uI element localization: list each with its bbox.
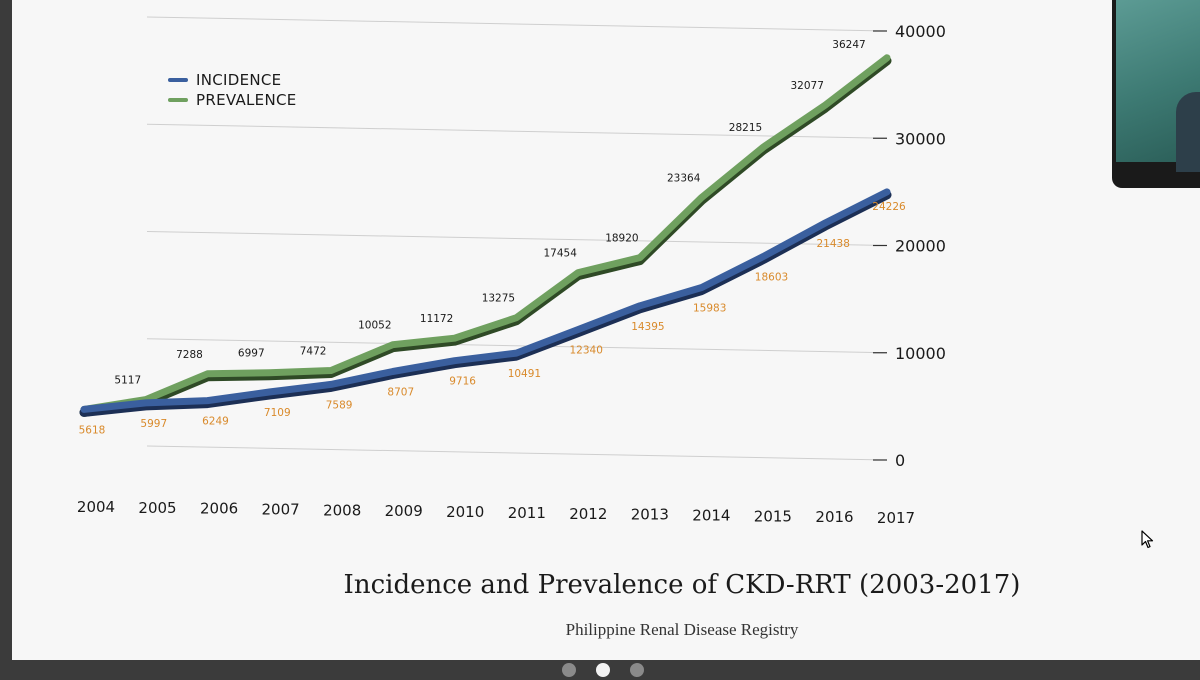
x-tick-label-2012: 2012 xyxy=(569,505,607,523)
data-label-incidence-2016: 21438 xyxy=(816,238,849,250)
data-label-prevalence-2011: 13275 xyxy=(482,293,515,305)
legend: INCIDENCE PREVALENCE xyxy=(168,70,297,110)
x-tick-label-2015: 2015 xyxy=(754,507,792,525)
y-tick-label-10000: 10000 xyxy=(895,344,946,363)
x-tick-label-2011: 2011 xyxy=(508,504,546,522)
grid-lines xyxy=(146,16,888,461)
chart-subtitle-text: Philippine Renal Disease Registry xyxy=(565,620,799,639)
legend-swatch-prevalence xyxy=(168,98,188,102)
chart: 0 10000 20000 30000 40000 5618 5997 6249 7109 75… xyxy=(77,16,946,527)
data-label-incidence-2011: 10491 xyxy=(508,368,541,380)
chart-title-text: Incidence and Prevalence of CKD-RRT (200… xyxy=(343,570,1021,600)
chart-title: Incidence and Prevalence of CKD-RRT (200… xyxy=(12,570,1200,600)
series-line-prevalence xyxy=(80,54,891,413)
data-label-prevalence-2007: 6997 xyxy=(238,348,265,360)
y-tick-label-0: 0 xyxy=(895,451,905,470)
slide-pagination xyxy=(562,663,644,677)
gridline-40000 xyxy=(146,16,888,32)
data-label-incidence-2015: 18603 xyxy=(755,271,788,283)
legend-item-incidence: INCIDENCE xyxy=(168,70,297,90)
gridline-0 xyxy=(146,445,888,461)
y-axis: 0 10000 20000 30000 40000 xyxy=(895,22,946,470)
slide-dot-3[interactable] xyxy=(630,663,644,677)
data-label-incidence-2004: 5618 xyxy=(79,424,106,436)
series-line-incidence xyxy=(80,188,891,413)
data-label-prevalence-2016: 32077 xyxy=(790,80,823,92)
x-tick-label-2010: 2010 xyxy=(446,503,484,521)
gridline-30000 xyxy=(146,123,888,139)
gridline-10000 xyxy=(146,338,888,354)
slide-dot-1[interactable] xyxy=(562,663,576,677)
x-axis: 2004 2005 2006 2007 2008 2009 2010 2011 2012 2013… xyxy=(77,498,915,527)
data-label-prevalence-2006: 7288 xyxy=(176,349,203,361)
x-tick-label-2008: 2008 xyxy=(323,501,361,519)
gridline-20000 xyxy=(146,231,888,246)
data-label-incidence-2009: 8707 xyxy=(387,387,414,399)
data-label-incidence-2006: 6249 xyxy=(202,416,229,428)
x-tick-label-2004: 2004 xyxy=(77,498,115,516)
x-tick-label-2007: 2007 xyxy=(262,501,300,519)
data-label-prevalence-2008: 7472 xyxy=(300,346,327,358)
chart-subtitle: Philippine Renal Disease Registry xyxy=(12,620,1200,640)
data-label-incidence-2010: 9716 xyxy=(449,376,476,388)
x-tick-label-2013: 2013 xyxy=(631,506,669,524)
legend-label-incidence: INCIDENCE xyxy=(196,71,282,89)
presentation-slide: 0 10000 20000 30000 40000 5618 5997 6249 7109 75… xyxy=(12,0,1200,660)
data-label-prevalence-2005: 5117 xyxy=(114,375,141,387)
data-label-prevalence-2015: 28215 xyxy=(729,122,762,134)
legend-swatch-incidence xyxy=(168,78,188,82)
data-label-prevalence-2012: 17454 xyxy=(543,248,577,260)
participant-silhouette xyxy=(1176,92,1200,172)
data-label-prevalence-2017: 36247 xyxy=(832,39,865,51)
data-label-prevalence-2014: 23364 xyxy=(667,172,701,184)
y-tick-label-20000: 20000 xyxy=(895,237,946,256)
data-label-incidence-2008: 7589 xyxy=(326,399,353,411)
x-tick-label-2006: 2006 xyxy=(200,500,238,518)
data-label-prevalence-2010: 11172 xyxy=(420,313,453,325)
participant-video-tile[interactable] xyxy=(1112,0,1200,188)
y-tick-label-30000: 30000 xyxy=(895,129,946,148)
data-labels: 5618 5997 6249 7109 7589 8707 9716 10491 12340 14… xyxy=(79,39,906,437)
x-tick-label-2009: 2009 xyxy=(385,502,423,520)
series-lines xyxy=(79,54,892,417)
x-tick-label-2005: 2005 xyxy=(138,499,176,517)
data-label-prevalence-2009: 10052 xyxy=(358,320,391,332)
legend-item-prevalence: PREVALENCE xyxy=(168,90,297,110)
slide-dot-2[interactable] xyxy=(596,663,610,677)
x-tick-label-2014: 2014 xyxy=(692,507,730,525)
x-tick-label-2016: 2016 xyxy=(815,508,853,526)
data-label-incidence-2007: 7109 xyxy=(264,407,291,419)
participant-video xyxy=(1116,0,1200,172)
data-label-incidence-2012: 12340 xyxy=(569,345,602,357)
legend-label-prevalence: PREVALENCE xyxy=(196,91,297,109)
data-label-incidence-2005: 5997 xyxy=(140,418,167,430)
data-label-incidence-2013: 14395 xyxy=(631,321,664,333)
data-label-prevalence-2013: 18920 xyxy=(605,233,638,245)
data-label-incidence-2014: 15983 xyxy=(693,303,726,315)
mouse-cursor-icon xyxy=(1141,530,1154,549)
x-tick-label-2017: 2017 xyxy=(877,509,915,527)
y-tick-label-40000: 40000 xyxy=(895,22,946,41)
data-label-incidence-2017: 24226 xyxy=(872,201,906,213)
